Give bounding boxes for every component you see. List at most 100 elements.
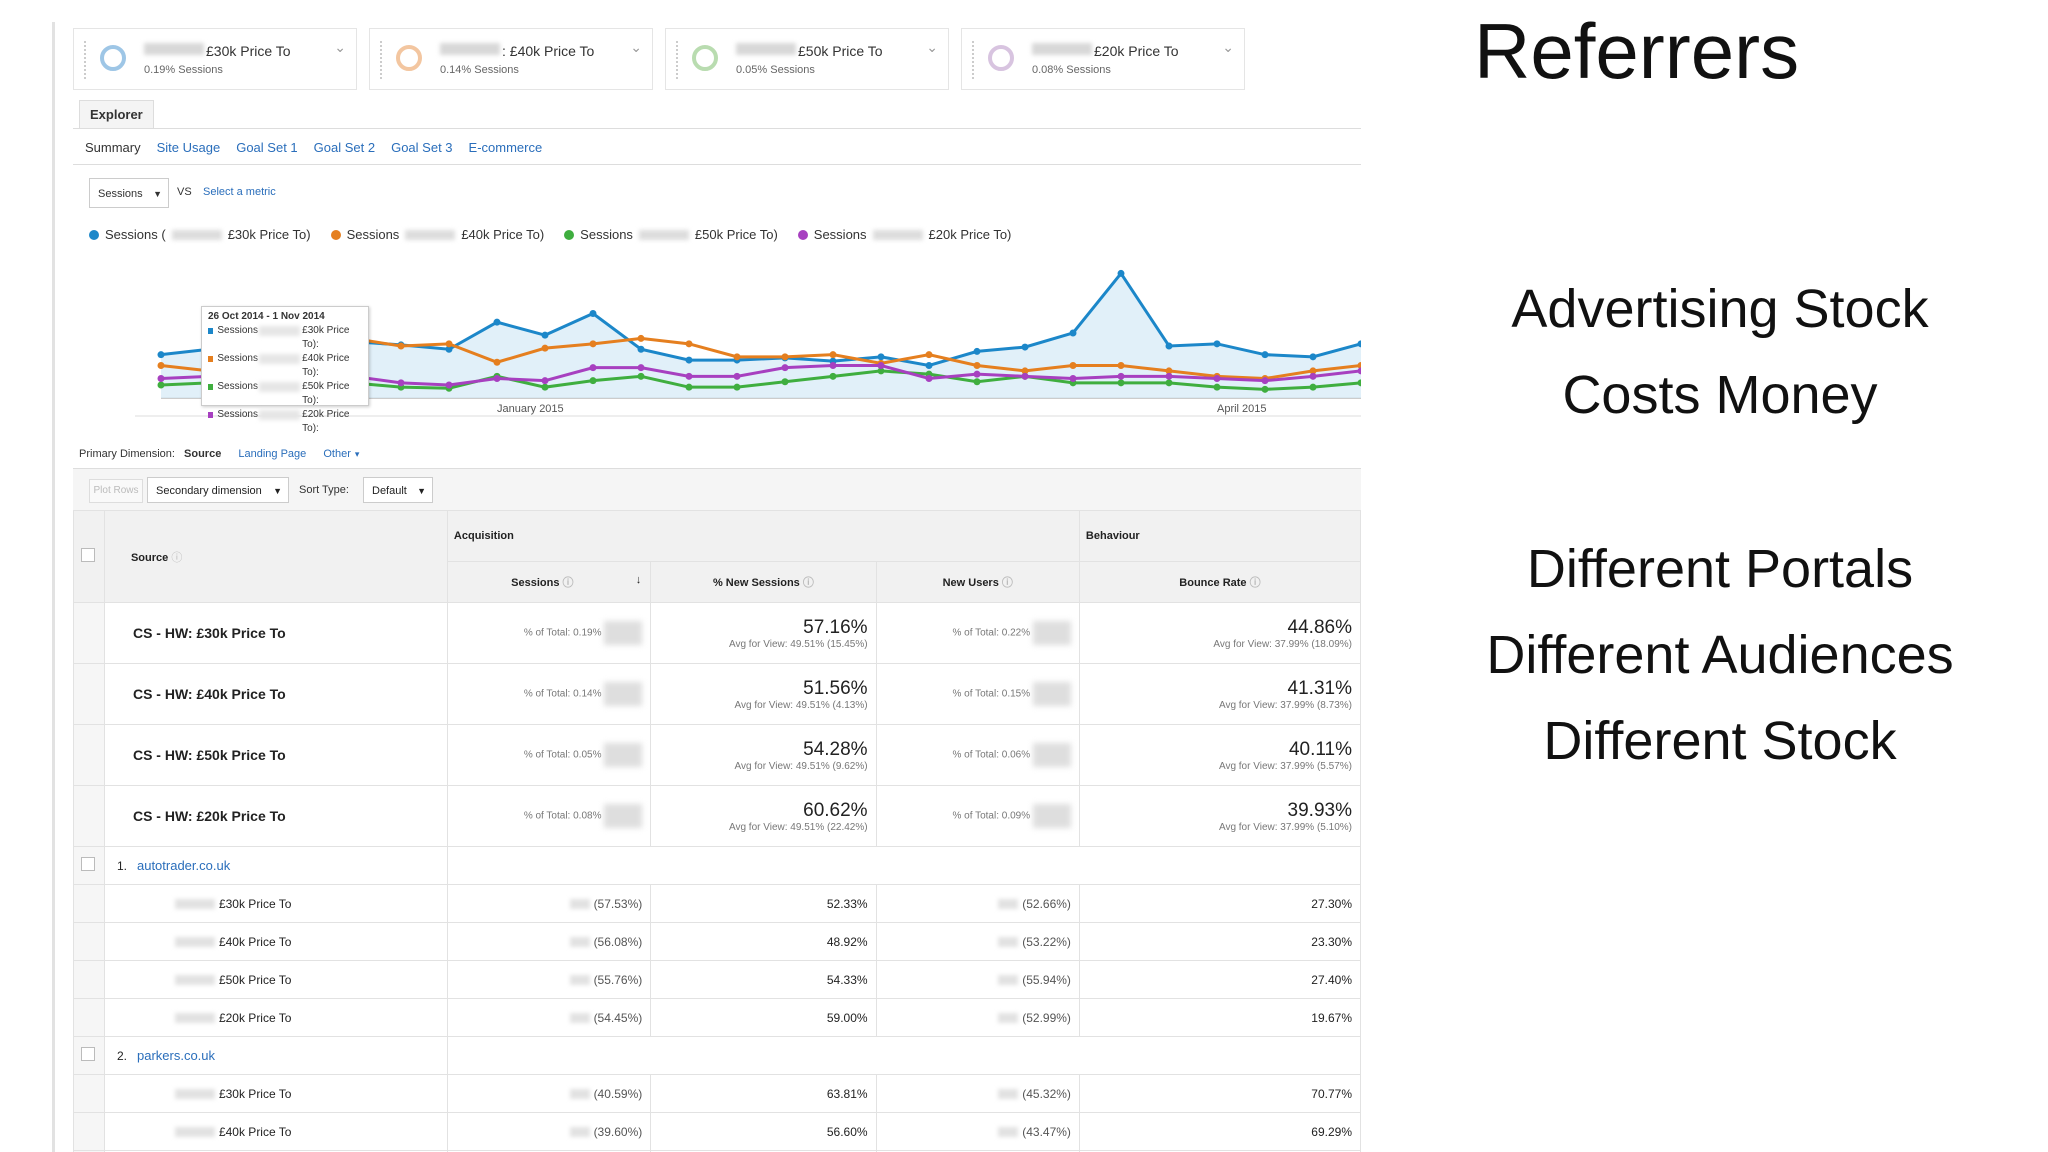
data-point[interactable]	[1069, 329, 1077, 337]
chevron-down-icon[interactable]: ⌄	[926, 39, 938, 55]
data-point[interactable]	[637, 364, 645, 372]
data-point[interactable]	[157, 381, 165, 389]
data-point[interactable]	[397, 342, 405, 350]
metric-select[interactable]: Sessions ▼	[89, 178, 169, 208]
dimension-other[interactable]: Other ▾	[323, 448, 359, 460]
data-point[interactable]	[445, 340, 453, 348]
data-point[interactable]	[877, 362, 885, 369]
data-point[interactable]	[1165, 379, 1173, 387]
data-point[interactable]	[829, 372, 837, 380]
data-point[interactable]	[877, 353, 885, 361]
data-point[interactable]	[685, 340, 693, 348]
tab-explorer[interactable]: Explorer	[79, 100, 154, 128]
data-point[interactable]	[925, 375, 933, 382]
data-point[interactable]	[637, 345, 645, 353]
sessions-column-header[interactable]: Sessions ⓘ ↓	[446, 561, 652, 603]
help-icon[interactable]: ⓘ	[1001, 577, 1013, 589]
data-point[interactable]	[1117, 362, 1125, 369]
subtab-goal-set-3[interactable]: Goal Set 3	[391, 140, 453, 155]
help-icon[interactable]: ⓘ	[1249, 577, 1261, 589]
data-point[interactable]	[589, 310, 597, 317]
data-point[interactable]	[157, 351, 165, 359]
row-checkbox[interactable]	[81, 857, 95, 871]
data-point[interactable]	[445, 345, 453, 353]
data-point[interactable]	[541, 344, 549, 352]
data-point[interactable]	[685, 383, 693, 391]
data-point[interactable]	[1213, 383, 1221, 391]
chevron-down-icon[interactable]: ⌄	[1222, 39, 1234, 55]
source-link[interactable]: parkers.co.uk	[136, 1048, 216, 1063]
new-sessions-column-header[interactable]: % New Sessions ⓘ	[650, 561, 877, 603]
data-point[interactable]	[589, 364, 597, 372]
help-icon[interactable]: ⓘ	[171, 551, 183, 564]
data-point[interactable]	[541, 383, 549, 391]
data-point[interactable]	[973, 362, 981, 369]
chevron-down-icon[interactable]: ⌄	[334, 39, 346, 55]
data-point[interactable]	[973, 347, 981, 355]
data-point[interactable]	[397, 379, 405, 387]
data-point[interactable]	[1309, 383, 1317, 391]
data-point[interactable]	[925, 351, 933, 359]
plot-rows-button[interactable]: Plot Rows	[89, 479, 143, 503]
data-point[interactable]	[1357, 379, 1362, 387]
data-point[interactable]	[973, 370, 981, 378]
drag-handle[interactable]	[972, 41, 977, 79]
data-point[interactable]	[541, 331, 549, 339]
data-point[interactable]	[493, 358, 501, 366]
data-point[interactable]	[1213, 375, 1221, 382]
data-point[interactable]	[589, 340, 597, 348]
data-point[interactable]	[1309, 367, 1317, 375]
data-point[interactable]	[1357, 362, 1362, 369]
drag-handle[interactable]	[676, 41, 681, 79]
data-point[interactable]	[445, 381, 453, 389]
data-point[interactable]	[541, 377, 549, 385]
dimension-landing-page[interactable]: Landing Page	[238, 448, 307, 460]
chevron-down-icon[interactable]: ⌄	[630, 39, 642, 55]
data-point[interactable]	[1165, 342, 1173, 350]
data-point[interactable]	[1165, 372, 1173, 380]
data-point[interactable]	[1213, 340, 1221, 348]
segment-card[interactable]: £30k Price To 0.19% Sessions ⌄	[73, 28, 357, 90]
data-point[interactable]	[1117, 269, 1125, 277]
data-point[interactable]	[589, 377, 597, 385]
row-checkbox[interactable]	[81, 1047, 95, 1061]
data-point[interactable]	[1069, 362, 1077, 369]
data-point[interactable]	[1261, 377, 1269, 385]
data-point[interactable]	[1021, 367, 1029, 375]
data-point[interactable]	[637, 372, 645, 380]
data-point[interactable]	[733, 372, 741, 380]
sort-type-select[interactable]: Default ▼	[363, 477, 433, 503]
data-point[interactable]	[1309, 372, 1317, 380]
bounce-rate-column-header[interactable]: Bounce Rate ⓘ	[1078, 561, 1361, 603]
data-point[interactable]	[493, 375, 501, 382]
source-column-header[interactable]: Source ⓘ	[103, 510, 448, 603]
data-point[interactable]	[781, 353, 789, 361]
data-point[interactable]	[1309, 353, 1317, 361]
help-icon[interactable]: ⓘ	[802, 577, 814, 589]
data-point[interactable]	[157, 362, 165, 369]
source-link[interactable]: autotrader.co.uk	[136, 858, 231, 873]
data-point[interactable]	[925, 362, 933, 369]
data-point[interactable]	[685, 356, 693, 364]
subtab-goal-set-2[interactable]: Goal Set 2	[313, 140, 376, 155]
subtab-goal-set-1[interactable]: Goal Set 1	[236, 140, 298, 155]
select-all-checkbox[interactable]	[81, 548, 95, 562]
drag-handle[interactable]	[380, 41, 385, 79]
segment-card[interactable]: £20k Price To 0.08% Sessions ⌄	[961, 28, 1245, 90]
subtab-site-usage[interactable]: Site Usage	[156, 140, 221, 155]
sessions-line-chart[interactable]: January 2015 April 2015	[75, 248, 1361, 438]
data-point[interactable]	[829, 351, 837, 359]
drag-handle[interactable]	[84, 41, 89, 79]
data-point[interactable]	[1069, 375, 1077, 382]
data-point[interactable]	[1117, 372, 1125, 380]
data-point[interactable]	[1165, 367, 1173, 375]
data-point[interactable]	[733, 353, 741, 361]
data-point[interactable]	[733, 383, 741, 391]
dimension-source[interactable]: Source	[184, 448, 222, 460]
data-point[interactable]	[973, 378, 981, 386]
data-point[interactable]	[1261, 385, 1269, 393]
data-point[interactable]	[1261, 351, 1269, 359]
data-point[interactable]	[1021, 372, 1029, 380]
data-point[interactable]	[493, 318, 501, 326]
segment-card[interactable]: : £40k Price To 0.14% Sessions ⌄	[369, 28, 653, 90]
